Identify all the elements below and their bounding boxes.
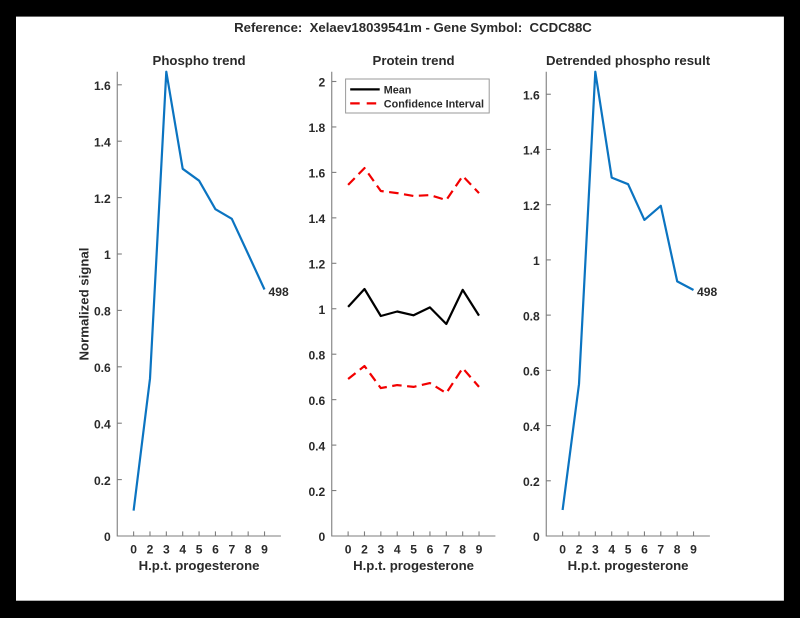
svg-text:0: 0: [104, 530, 111, 544]
svg-text:1.8: 1.8: [308, 121, 325, 135]
svg-text:4: 4: [179, 542, 186, 556]
svg-text:4: 4: [394, 542, 401, 556]
svg-text:7: 7: [443, 542, 450, 556]
svg-text:5: 5: [625, 542, 632, 556]
svg-text:1.4: 1.4: [523, 144, 540, 158]
svg-text:Phospho trend: Phospho trend: [153, 53, 246, 68]
svg-text:8: 8: [674, 542, 681, 556]
svg-text:0: 0: [533, 530, 540, 544]
svg-text:Protein trend: Protein trend: [373, 53, 455, 68]
svg-text:0.8: 0.8: [94, 305, 111, 319]
svg-text:1.6: 1.6: [94, 79, 111, 93]
svg-text:1.2: 1.2: [308, 258, 325, 272]
svg-text:1: 1: [319, 303, 326, 317]
svg-text:1.2: 1.2: [523, 199, 540, 213]
svg-text:0.6: 0.6: [523, 365, 540, 379]
svg-text:Mean: Mean: [384, 85, 412, 97]
svg-text:1: 1: [104, 248, 111, 262]
svg-text:0.4: 0.4: [94, 417, 111, 431]
svg-text:1.2: 1.2: [94, 192, 111, 206]
svg-text:2: 2: [319, 76, 326, 90]
svg-text:1.4: 1.4: [308, 212, 325, 226]
svg-text:1.4: 1.4: [94, 135, 111, 149]
svg-text:7: 7: [657, 542, 664, 556]
svg-text:H.p.t. progesterone: H.p.t. progesterone: [353, 558, 474, 573]
svg-text:9: 9: [261, 542, 268, 556]
svg-text:2: 2: [361, 542, 368, 556]
svg-text:6: 6: [212, 542, 219, 556]
svg-text:Normalized signal: Normalized signal: [77, 248, 92, 361]
svg-text:0.2: 0.2: [94, 474, 111, 488]
svg-text:0.8: 0.8: [523, 309, 540, 323]
svg-text:0.6: 0.6: [94, 361, 111, 375]
svg-text:5: 5: [410, 542, 417, 556]
svg-text:Reference: Xelaev18039541m -: Reference: Xelaev18039541m - Gene Symbol…: [234, 20, 592, 35]
svg-text:2: 2: [147, 542, 154, 556]
svg-text:9: 9: [476, 542, 483, 556]
svg-text:498: 498: [697, 285, 717, 299]
svg-text:0.4: 0.4: [523, 420, 540, 434]
svg-text:H.p.t. progesterone: H.p.t. progesterone: [568, 558, 689, 573]
svg-text:3: 3: [592, 542, 599, 556]
svg-text:0.4: 0.4: [308, 439, 325, 453]
svg-text:0.2: 0.2: [308, 485, 325, 499]
svg-text:0: 0: [345, 542, 352, 556]
svg-text:2: 2: [576, 542, 583, 556]
svg-text:4: 4: [608, 542, 615, 556]
svg-text:7: 7: [228, 542, 235, 556]
svg-text:1.6: 1.6: [523, 88, 540, 102]
svg-text:8: 8: [459, 542, 466, 556]
svg-text:0: 0: [559, 542, 566, 556]
svg-text:0.8: 0.8: [308, 348, 325, 362]
svg-text:6: 6: [427, 542, 434, 556]
svg-text:8: 8: [245, 542, 252, 556]
svg-text:0: 0: [130, 542, 137, 556]
svg-text:0.2: 0.2: [523, 475, 540, 489]
svg-text:Detrended phospho result: Detrended phospho result: [546, 53, 711, 68]
svg-text:9: 9: [690, 542, 697, 556]
svg-text:0: 0: [319, 530, 326, 544]
svg-text:3: 3: [377, 542, 384, 556]
svg-text:Confidence Interval: Confidence Interval: [384, 99, 484, 111]
svg-text:1.6: 1.6: [308, 167, 325, 181]
svg-text:5: 5: [196, 542, 203, 556]
svg-text:498: 498: [269, 285, 289, 299]
svg-text:0.6: 0.6: [308, 394, 325, 408]
svg-text:H.p.t. progesterone: H.p.t. progesterone: [139, 558, 260, 573]
svg-text:3: 3: [163, 542, 170, 556]
svg-text:6: 6: [641, 542, 648, 556]
svg-text:1: 1: [533, 254, 540, 268]
